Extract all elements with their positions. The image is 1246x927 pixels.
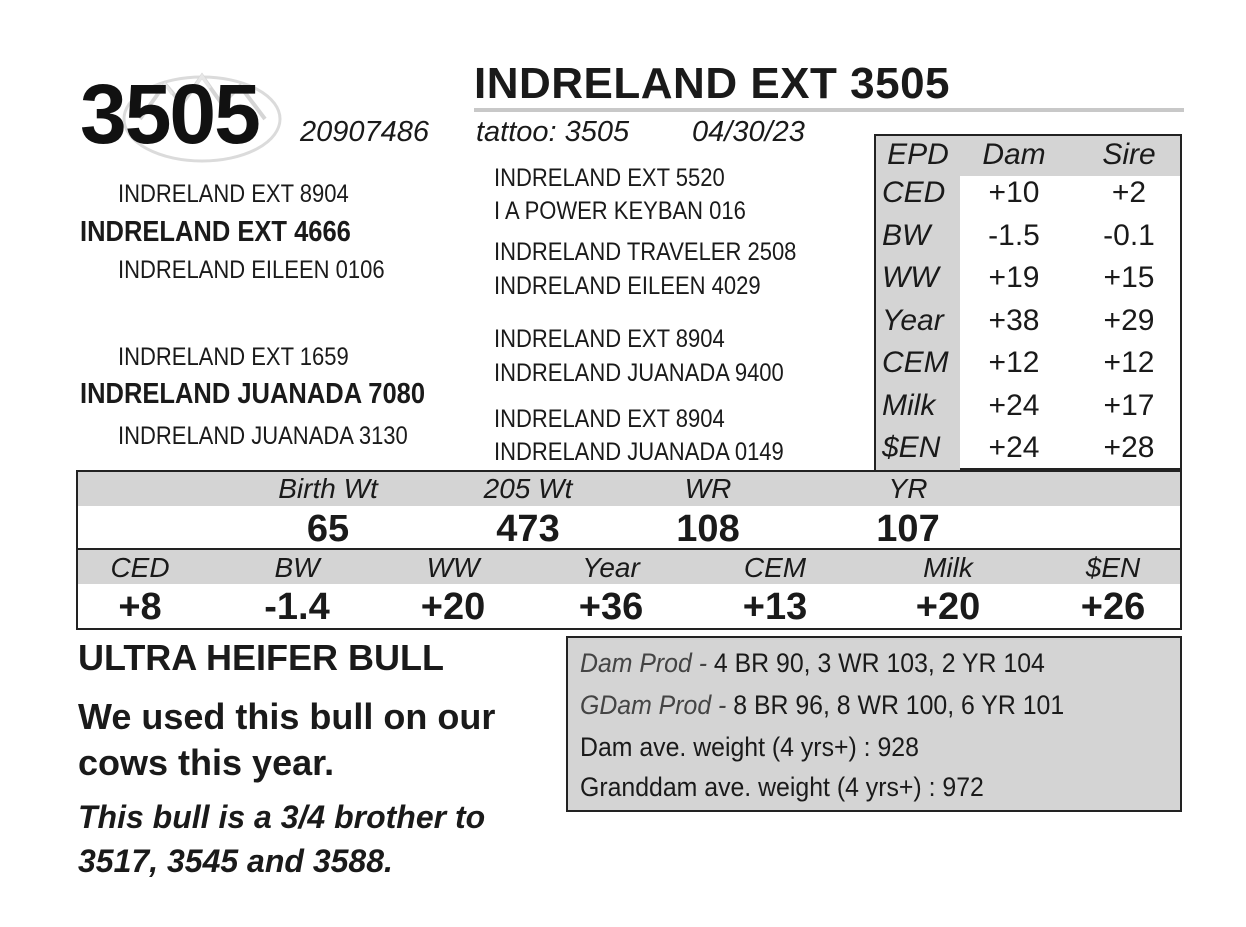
perf-header-yr: YR: [888, 473, 928, 504]
epd-row-dam: +19: [988, 261, 1040, 294]
dam-prod-value: 4 BR 90, 3 WR 103, 2 YR 104: [713, 648, 1045, 678]
production-box: Dam Prod - 4 BR 90, 3 WR 103, 2 YR 104 G…: [566, 636, 1182, 812]
perf-header-205-wt: 205 Wt: [483, 473, 573, 504]
perf-value-yr: 107: [876, 508, 940, 550]
epd-row-trait: Milk: [882, 388, 936, 422]
epd-row-sire: +29: [1103, 303, 1155, 337]
title-divider: [474, 108, 1184, 112]
epd-label-ww: WW: [426, 552, 480, 583]
gdam-prod-value: 8 BR 96, 8 WR 100, 6 YR 101: [733, 690, 1065, 720]
parent-epd-header: EPD Dam Sire: [876, 136, 1180, 176]
birth-date: 04/30/23: [692, 116, 805, 148]
epd-row-sire: +15: [1103, 261, 1155, 294]
remark-relation: This bull is a 3/4 brother to 3517, 3545…: [78, 799, 486, 879]
epd-value-year: +36: [578, 586, 644, 628]
epd-value-ww: +20: [420, 586, 486, 628]
remark-headline: ULTRA HEIFER BULL: [78, 637, 444, 678]
registration-number: 20907486: [300, 116, 430, 148]
performance-header-band: [78, 472, 1180, 506]
perf-value-birth-wt: 65: [306, 508, 350, 550]
epd-label-year: Year: [582, 552, 640, 583]
dam: INDRELAND JUANADA 7080: [80, 378, 426, 410]
epd-row-trait: Year: [882, 303, 944, 337]
sire-dam: INDRELAND EILEEN 0106: [118, 256, 385, 284]
gdam-prod-label: GDam Prod -: [580, 690, 734, 720]
epd-label-cem: CEM: [743, 552, 807, 583]
pedigree-ggp-2: I A POWER KEYBAN 016: [494, 197, 746, 225]
epd-header-sire: Sire: [1102, 138, 1156, 171]
pedigree-ggp-5: INDRELAND EXT 8904: [494, 325, 725, 353]
remark-usage: We used this bull on our cows this year.: [78, 696, 496, 783]
epd-row-sire: +12: [1103, 346, 1155, 379]
epd-value-en: +26: [1080, 586, 1146, 628]
table-divider: [78, 548, 1180, 550]
epd-value-bw: -1.4: [264, 586, 330, 628]
epd-row-sire: +17: [1103, 388, 1155, 422]
epd-header-band: [78, 550, 1180, 584]
animal-name: INDRELAND EXT 3505: [474, 59, 951, 108]
dam-dam: INDRELAND JUANADA 3130: [118, 422, 408, 450]
pedigree-ggp-1: INDRELAND EXT 5520: [494, 164, 725, 192]
performance-table: Birth Wt 205 Wt WR YR 65 473 108 107 CED…: [76, 470, 1182, 630]
perf-value-205-wt: 473: [496, 508, 560, 550]
epd-row-trait: $EN: [882, 431, 941, 464]
pedigree-ggp-3: INDRELAND TRAVELER 2508: [494, 238, 797, 266]
ranch-mountain-logo-icon: [122, 72, 282, 163]
epd-row-dam: +24: [988, 431, 1040, 464]
epd-label-milk: Milk: [923, 552, 973, 583]
epd-row-sire: -0.1: [1103, 218, 1155, 252]
epd-value-ced: +8: [118, 586, 162, 628]
epd-label-ced: CED: [110, 552, 170, 583]
epd-row-dam: -1.5: [988, 218, 1040, 252]
epd-row-trait: BW: [882, 218, 931, 252]
granddam-average-weight: Granddam ave. weight (4 yrs+) : 972: [580, 772, 984, 802]
dam-average-weight: Dam ave. weight (4 yrs+) : 928: [580, 732, 919, 762]
sire: INDRELAND EXT 4666: [80, 216, 351, 248]
perf-value-wr: 108: [676, 508, 740, 550]
epd-row-trait: WW: [882, 261, 939, 294]
epd-value-milk: +20: [915, 586, 981, 628]
epd-row-sire: +2: [1111, 176, 1147, 209]
epd-label-en: $EN: [1085, 552, 1141, 583]
epd-row-dam: +38: [988, 303, 1040, 337]
epd-label-bw: BW: [274, 552, 320, 583]
parent-epd-trait-column: [876, 176, 960, 470]
epd-row-dam: +10: [988, 176, 1040, 209]
epd-row-dam: +12: [988, 346, 1040, 379]
dam-sire: INDRELAND EXT 1659: [118, 343, 349, 371]
pedigree-ggp-4: INDRELAND EILEEN 4029: [494, 272, 761, 300]
pedigree-ggp-6: INDRELAND JUANADA 9400: [494, 359, 784, 387]
tattoo: tattoo: 3505: [476, 116, 630, 148]
gdam-production: GDam Prod - 8 BR 96, 8 WR 100, 6 YR 101: [580, 692, 1064, 719]
epd-value-cem: +13: [742, 586, 808, 628]
epd-row-sire: +28: [1103, 431, 1155, 464]
lot-number: 3505: [80, 67, 261, 161]
epd-header-dam: Dam: [982, 138, 1046, 171]
epd-row-dam: +24: [988, 388, 1040, 422]
epd-row-trait: CEM: [882, 346, 949, 379]
epd-header-epd: EPD: [887, 138, 949, 171]
epd-row-trait: CED: [882, 176, 946, 209]
perf-header-wr: WR: [684, 473, 732, 504]
dam-prod-label: Dam Prod -: [580, 648, 714, 678]
sire-sire: INDRELAND EXT 8904: [118, 180, 349, 208]
pedigree-ggp-8: INDRELAND JUANADA 0149: [494, 438, 784, 466]
parent-epd-table: EPD Dam Sire CED +10 +2 BW -1.5 -0.1 WW +19 +15 Y…: [874, 134, 1182, 470]
perf-header-birth-wt: Birth Wt: [278, 473, 378, 504]
dam-production: Dam Prod - 4 BR 90, 3 WR 103, 2 YR 104: [580, 650, 1045, 677]
pedigree-ggp-7: INDRELAND EXT 8904: [494, 405, 725, 433]
